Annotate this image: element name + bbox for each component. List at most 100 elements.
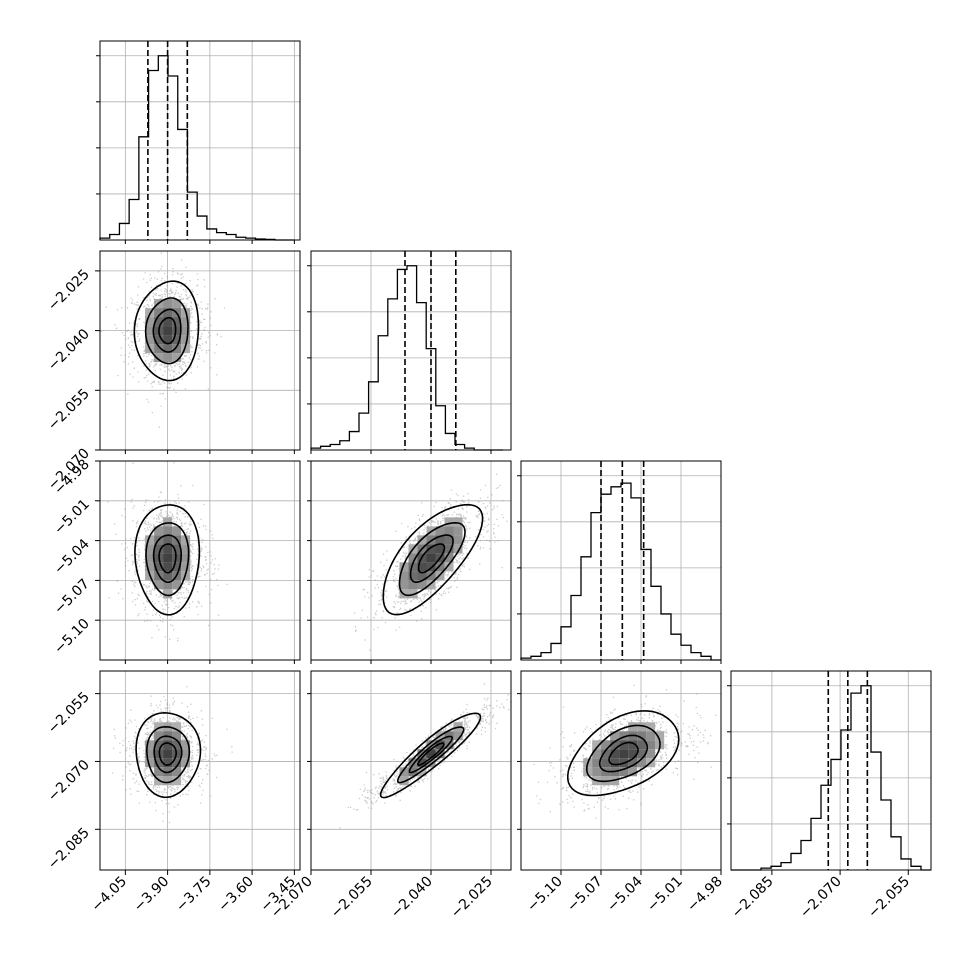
- density-cell: [453, 544, 463, 554]
- y-tick-label: −5.07: [51, 576, 93, 618]
- density-cell: [417, 562, 427, 572]
- histogram-step: [731, 685, 931, 871]
- density-cell: [163, 308, 173, 318]
- density-cell: [181, 562, 191, 572]
- density-cell: [181, 740, 191, 750]
- density-cell: [426, 544, 436, 554]
- density-cell: [172, 526, 182, 536]
- density-cell: [154, 731, 164, 741]
- density-cell: [145, 758, 155, 768]
- density-cell: [154, 722, 164, 732]
- scatter-panel-0-1: [99, 250, 301, 451]
- x-tick-label: −3.60: [215, 874, 257, 916]
- density-cell: [453, 535, 463, 545]
- x-tick-label: −5.10: [524, 874, 566, 916]
- density-cell: [172, 722, 182, 732]
- density-cell: [601, 758, 611, 768]
- x-tick-label: −4.98: [684, 874, 726, 916]
- density-cell: [610, 758, 620, 768]
- scatter-panel-1-3: [310, 670, 512, 871]
- panel-frame: [520, 460, 722, 661]
- density-cell: [163, 580, 173, 590]
- y-tick-label: −2.055: [45, 689, 93, 737]
- density-cell: [637, 749, 647, 759]
- density-cell: [426, 571, 436, 581]
- density-cell: [444, 526, 454, 536]
- density-cell: [154, 544, 164, 554]
- y-tick-label: −5.04: [51, 536, 93, 578]
- density-cell: [163, 553, 173, 563]
- density-cell: [172, 326, 182, 336]
- density-cell: [145, 544, 155, 554]
- panel-frame: [520, 670, 722, 871]
- density-cell: [646, 722, 656, 732]
- density-cell: [154, 580, 164, 590]
- density-cell: [417, 758, 427, 768]
- density-cell: [435, 562, 445, 572]
- panel-content: [521, 671, 721, 870]
- density-cell: [145, 308, 155, 318]
- density-cell: [163, 299, 173, 309]
- density-cell: [163, 344, 173, 354]
- density-cell: [181, 544, 191, 554]
- density-cell: [444, 517, 454, 527]
- panel-frame: [99, 250, 301, 451]
- contour-line: [408, 735, 454, 774]
- x-tick-label: −4.05: [89, 874, 131, 916]
- density-cell: [453, 731, 463, 741]
- density-cell: [163, 589, 173, 599]
- density-cell: [163, 776, 173, 786]
- contour-line: [396, 726, 465, 784]
- density-cell: [408, 562, 418, 572]
- panel-frame: [99, 460, 301, 661]
- density-cell: [181, 758, 191, 768]
- hist-panel-2: [517, 460, 722, 661]
- histogram-step: [310, 265, 503, 451]
- density-cell: [145, 326, 155, 336]
- y-tick-label: −2.055: [45, 386, 93, 434]
- density-cell: [637, 740, 647, 750]
- density-cell: [145, 553, 155, 563]
- contour-line: [158, 316, 177, 345]
- density-cell: [417, 571, 427, 581]
- contour-line: [145, 725, 191, 784]
- x-tick-label: −2.085: [729, 874, 777, 922]
- y-tick-label: −5.01: [51, 496, 93, 538]
- density-cell: [154, 353, 164, 363]
- density-cell: [435, 544, 445, 554]
- x-tick-label: −5.07: [564, 874, 606, 916]
- density-cell: [172, 335, 182, 345]
- density-cell: [163, 353, 173, 363]
- panel-frame: [99, 670, 301, 871]
- hist-panel-1: [307, 250, 512, 451]
- x-tick-label: −2.055: [865, 874, 913, 922]
- density-cell: [592, 767, 602, 777]
- density-cell: [426, 749, 436, 759]
- density-cell: [163, 758, 173, 768]
- contour-line: [598, 734, 649, 773]
- y-tick-label: −2.025: [45, 266, 93, 314]
- density-cell: [399, 767, 409, 777]
- density-cell: [154, 758, 164, 768]
- x-tick-label: −2.055: [328, 874, 376, 922]
- density-cell: [399, 580, 409, 590]
- density-cell: [181, 535, 191, 545]
- contour-line: [417, 742, 445, 767]
- density-cell: [646, 731, 656, 741]
- hist-panel-3: [727, 670, 932, 871]
- density-cell: [172, 580, 182, 590]
- contour-line: [608, 741, 639, 766]
- contour-line: [133, 280, 200, 382]
- histogram-step: [99, 55, 295, 241]
- density-cell: [154, 335, 164, 345]
- density-cell: [181, 749, 191, 759]
- contour-line: [382, 503, 484, 616]
- density-cell: [646, 740, 656, 750]
- density-cell: [435, 526, 445, 536]
- histogram-step: [520, 482, 721, 661]
- density-cell: [172, 553, 182, 563]
- density-cell: [408, 758, 418, 768]
- panel-content: [100, 461, 300, 660]
- density-cell: [628, 722, 638, 732]
